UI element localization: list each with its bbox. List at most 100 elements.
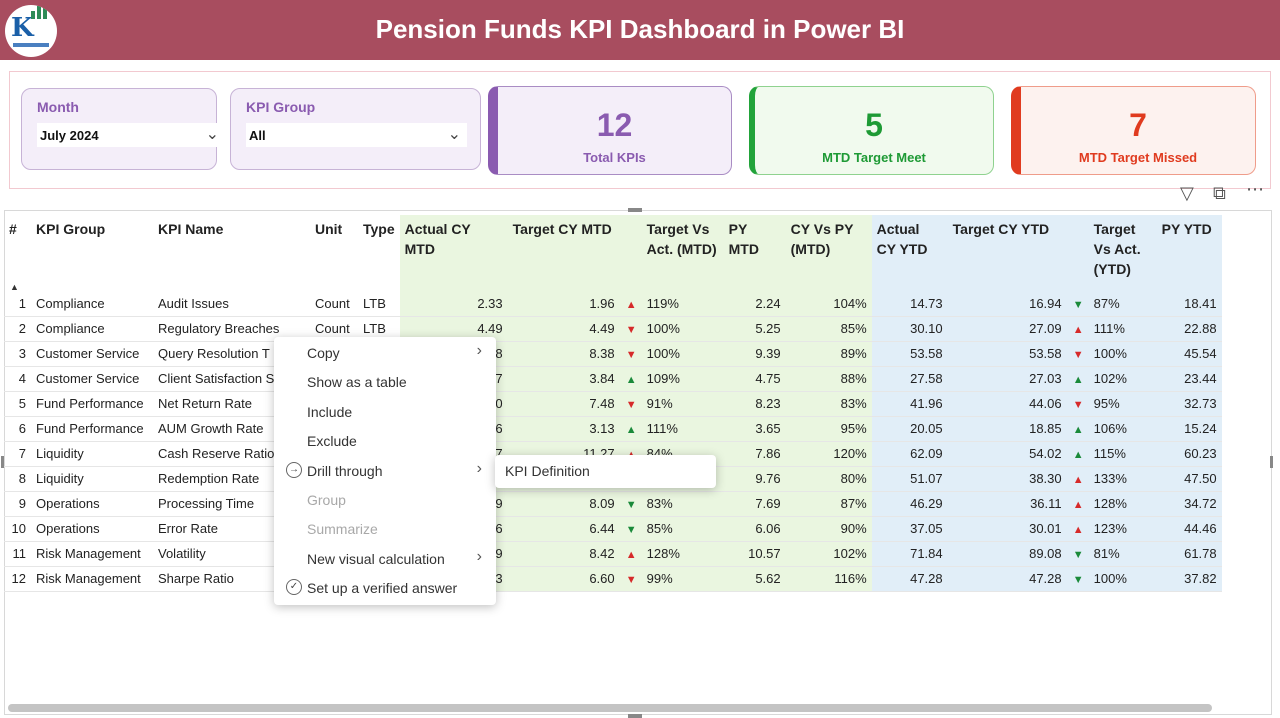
kpi-table: # ▲ KPI Group KPI Name Unit Type Actual C… — [4, 215, 1222, 592]
more-options-icon[interactable]: ⋯ — [1246, 179, 1264, 199]
month-dropdown[interactable]: July 2024 ⌄ — [37, 123, 225, 147]
table-cell-group: Compliance — [31, 291, 153, 317]
focus-mode-icon[interactable]: ⧉ — [1213, 183, 1226, 203]
table-row[interactable]: 2 Compliance Regulatory Breaches Count LTB 4.… — [4, 316, 1222, 342]
header-actual-cy-ytd[interactable]: Actual CY YTD — [871, 215, 948, 291]
status-down-green-icon: ▼ — [619, 491, 642, 517]
menu-item-label: Exclude — [307, 433, 357, 450]
table-cell-pyy: 22.88 — [1156, 316, 1222, 342]
table-cell-ay: 20.05 — [871, 416, 948, 442]
context-menu: Copy › Show as a table Include Exclude → Drill… — [274, 337, 496, 605]
header-py-ytd[interactable]: PY YTD — [1156, 215, 1222, 291]
chevron-right-icon: › — [476, 547, 482, 565]
resize-handle-top[interactable] — [628, 208, 642, 212]
header-target-vs-act-ytd[interactable]: Target Vs Act. (YTD) — [1088, 215, 1157, 291]
kpi-group-dropdown[interactable]: All ⌄ — [246, 123, 467, 147]
table-cell-cvp: 83% — [785, 391, 872, 417]
filter-icon[interactable]: ▽ — [1180, 183, 1194, 203]
table-cell-cvp: 104% — [785, 291, 872, 317]
status-down-red-icon: ▼ — [619, 566, 642, 592]
table-cell-pyy: 18.41 — [1156, 291, 1222, 317]
resize-handle-left[interactable] — [1, 456, 4, 468]
menu-item-set-up-a-verified-answer[interactable]: ✓ Set up a verified answer — [274, 574, 496, 603]
header-target-cy-mtd[interactable]: Target CY MTD — [507, 215, 620, 291]
header-type[interactable]: Type — [363, 221, 395, 237]
menu-item-include[interactable]: Include — [274, 398, 496, 427]
status-down-green-icon: ▼ — [1066, 541, 1089, 567]
table-scroll-area[interactable]: # ▲ KPI Group KPI Name Unit Type Actual C… — [0, 215, 1266, 595]
table-cell-tvay: 115% — [1088, 441, 1157, 467]
table-cell-pym: 3.65 — [723, 416, 786, 442]
status-down-red-icon: ▼ — [619, 341, 642, 367]
table-cell-tm: 3.13 — [507, 416, 620, 442]
header-number[interactable]: # ▲ — [4, 215, 31, 292]
table-cell-ty: 54.02 — [947, 441, 1067, 467]
table-cell-ty: 89.08 — [947, 541, 1067, 567]
resize-handle-bottom[interactable] — [628, 714, 642, 718]
table-cell-n: 2 — [4, 316, 31, 342]
horizontal-scrollbar[interactable] — [8, 704, 1212, 712]
menu-item-exclude[interactable]: Exclude — [274, 427, 496, 456]
table-cell-ty: 18.85 — [947, 416, 1067, 442]
menu-item-copy[interactable]: Copy › — [274, 339, 496, 368]
table-cell-pym: 5.25 — [723, 316, 786, 342]
table-cell-ay: 27.58 — [871, 366, 948, 392]
header-unit[interactable]: Unit — [315, 221, 343, 237]
table-row[interactable]: 1 Compliance Audit Issues Count LTB 2.33 1.96 ▲… — [4, 291, 1222, 317]
status-up-red-icon: ▲ — [1066, 491, 1089, 517]
header-kpi-group[interactable]: KPI Group — [36, 221, 106, 237]
header-target-vs-act-mtd[interactable]: Target Vs Act. (MTD) — [641, 215, 724, 291]
status-up-red-icon: ▲ — [1066, 316, 1089, 342]
menu-item-show-as-a-table[interactable]: Show as a table — [274, 368, 496, 397]
kpi-group-slicer: KPI Group All ⌄ — [230, 88, 481, 170]
kpi-group-slicer-label: KPI Group — [246, 99, 316, 115]
header-kpi-name[interactable]: KPI Name — [158, 221, 224, 237]
table-cell-pym: 2.24 — [723, 291, 786, 317]
table-cell-tvay: 102% — [1088, 366, 1157, 392]
table-cell-tvay: 106% — [1088, 416, 1157, 442]
table-cell-group: Customer Service — [31, 366, 153, 392]
menu-item-drill-through[interactable]: → Drill through › — [274, 457, 496, 486]
drill-through-submenu[interactable]: KPI Definition — [495, 455, 716, 488]
status-up-red-icon: ▲ — [619, 291, 642, 317]
table-cell-ay: 47.28 — [871, 566, 948, 592]
total-kpis-card: 12 Total KPIs — [488, 86, 732, 175]
table-cell-group: Fund Performance — [31, 416, 153, 442]
header-py-mtd[interactable]: PY MTD — [723, 215, 786, 291]
table-cell-n: 4 — [4, 366, 31, 392]
header-actual-cy-mtd[interactable]: Actual CY MTD — [399, 215, 508, 291]
resize-handle-right[interactable] — [1270, 456, 1273, 468]
menu-item-label: Drill through — [307, 462, 383, 479]
table-cell-tm: 4.49 — [507, 316, 620, 342]
menu-item-new-visual-calculation[interactable]: New visual calculation › — [274, 545, 496, 574]
table-cell-pyy: 32.73 — [1156, 391, 1222, 417]
status-down-green-icon: ▼ — [619, 516, 642, 542]
table-cell-n: 1 — [4, 291, 31, 317]
header-target-cy-ytd[interactable]: Target CY YTD — [947, 215, 1067, 291]
header-cy-vs-py-mtd[interactable]: CY Vs PY (MTD) — [785, 215, 872, 291]
table-cell-pyy: 61.78 — [1156, 541, 1222, 567]
status-down-red-icon: ▼ — [1066, 341, 1089, 367]
menu-item-summarize: Summarize — [274, 515, 496, 544]
table-cell-cvp: 95% — [785, 416, 872, 442]
table-cell-tvay: 111% — [1088, 316, 1157, 342]
submenu-item-kpi-definition[interactable]: KPI Definition — [505, 463, 590, 479]
table-cell-group: Operations — [31, 516, 153, 542]
table-cell-pym: 9.76 — [723, 466, 786, 492]
table-cell-ay: 46.29 — [871, 491, 948, 517]
menu-item-label: Show as a table — [307, 374, 407, 391]
header-mtd-indicator — [619, 215, 642, 291]
table-cell-pym: 4.75 — [723, 366, 786, 392]
table-cell-ay: 37.05 — [871, 516, 948, 542]
total-kpis-value: 12 — [596, 107, 633, 143]
table-cell-pym: 7.86 — [723, 441, 786, 467]
table-cell-ty: 27.03 — [947, 366, 1067, 392]
